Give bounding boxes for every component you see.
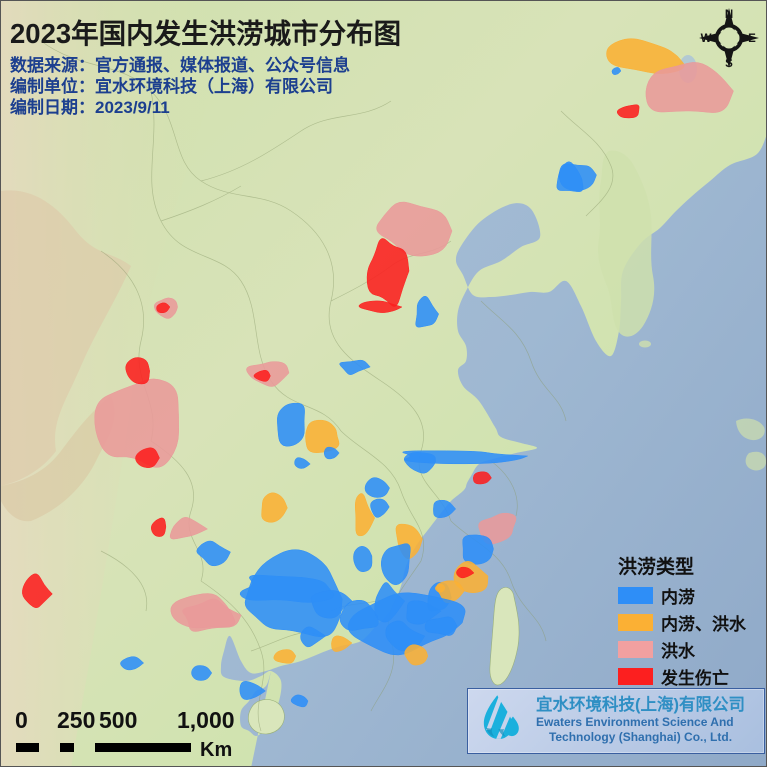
svg-text:S: S	[725, 58, 733, 69]
svg-text:W: W	[701, 33, 712, 45]
svg-text:E: E	[748, 33, 756, 45]
svg-text:N: N	[725, 9, 733, 21]
